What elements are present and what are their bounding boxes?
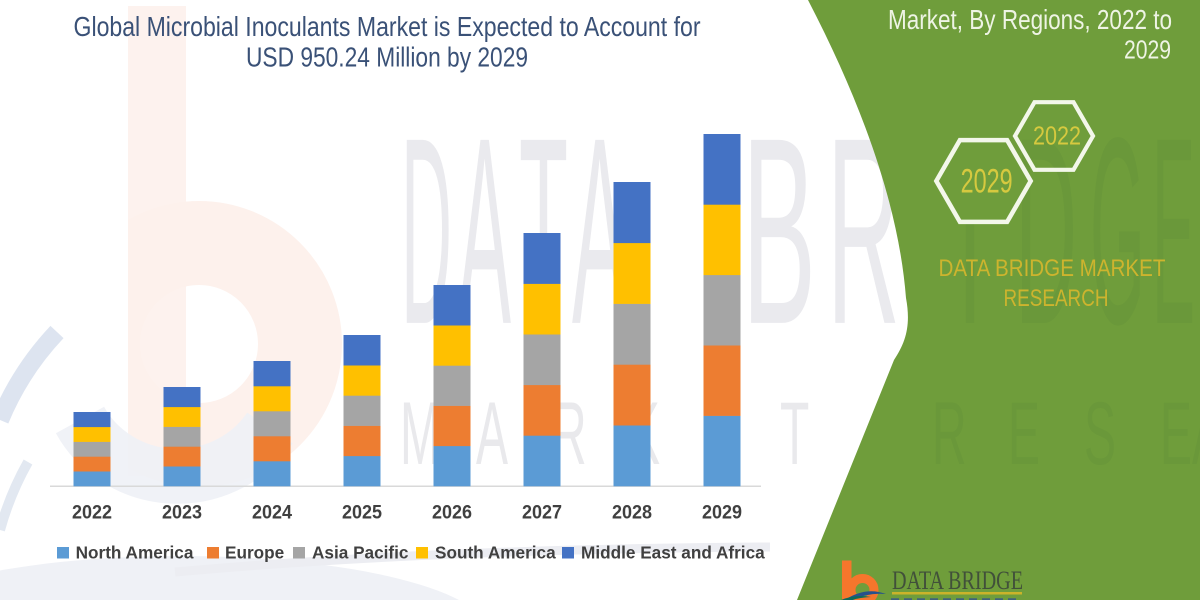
svg-text:2029: 2029	[961, 163, 1013, 201]
svg-text:2025: 2025	[342, 503, 382, 524]
svg-text:2022: 2022	[72, 503, 112, 524]
svg-text:2024: 2024	[252, 503, 292, 524]
svg-text:2026: 2026	[432, 503, 472, 524]
svg-text:Middle East and Africa: Middle East and Africa	[581, 542, 765, 562]
svg-text:Global Microbial Inoculants Ma: Global Microbial Inoculants Market is Ex…	[74, 11, 701, 42]
svg-text:Market, By Regions, 2022 to: Market, By Regions, 2022 to	[888, 4, 1172, 35]
svg-text:I: I	[958, 82, 982, 380]
svg-text:D: D	[1015, 82, 1077, 380]
svg-text:2028: 2028	[612, 503, 652, 524]
svg-text:DATA BRIDGE MARKET: DATA BRIDGE MARKET	[939, 255, 1166, 282]
svg-text:2029: 2029	[1124, 34, 1171, 64]
svg-text:2023: 2023	[162, 503, 202, 524]
svg-text:2029: 2029	[702, 503, 742, 524]
svg-text:2022: 2022	[1033, 121, 1081, 151]
svg-text:G: G	[1090, 82, 1145, 380]
svg-text:North America: North America	[76, 542, 194, 562]
svg-text:E: E	[1152, 82, 1195, 380]
svg-text:2027: 2027	[522, 503, 562, 524]
svg-text:B: B	[742, 82, 816, 380]
svg-text:RESEARCH: RESEARCH	[1004, 285, 1109, 312]
svg-text:Asia Pacific: Asia Pacific	[312, 542, 409, 562]
svg-text:Europe: Europe	[225, 542, 284, 562]
svg-text:DATA BRIDGE: DATA BRIDGE	[892, 566, 1023, 595]
svg-text:USD 950.24 Million by 2029: USD 950.24 Million by 2029	[246, 42, 528, 73]
svg-text:South America: South America	[435, 542, 556, 562]
